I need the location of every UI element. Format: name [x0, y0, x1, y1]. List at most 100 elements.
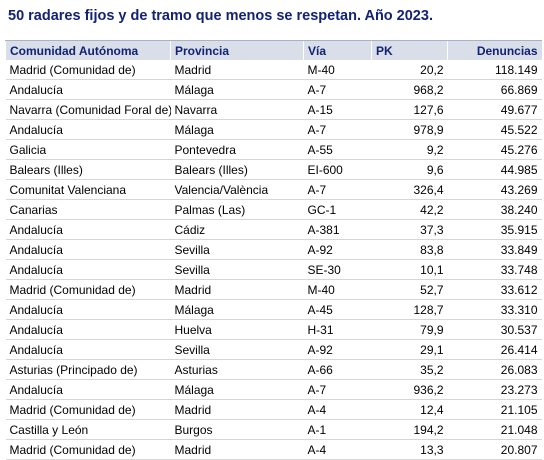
cell-pk: 12,4	[371, 399, 448, 420]
cell-provincia: Málaga	[170, 299, 304, 320]
cell-denuncias: 44.985	[447, 159, 542, 180]
cell-provincia: Asturias	[170, 359, 304, 380]
cell-via: M-40	[303, 60, 372, 80]
cell-pk: 9,2	[371, 139, 448, 160]
header-provincia[interactable]: Provincia	[170, 40, 304, 60]
header-comunidad[interactable]: Comunidad Autónoma	[5, 40, 171, 60]
cell-comunidad: Andalucía	[5, 79, 171, 100]
cell-via: A-92	[303, 239, 372, 260]
cell-pk: 10,1	[371, 259, 448, 280]
cell-comunidad: Balears (Illes)	[5, 159, 171, 180]
cell-comunidad: Andalucía	[5, 219, 171, 240]
cell-denuncias: 66.869	[447, 79, 542, 100]
cell-via: GC-1	[303, 199, 372, 220]
cell-pk: 128,7	[371, 299, 448, 320]
cell-denuncias: 49.677	[447, 99, 542, 120]
cell-denuncias: 45.276	[447, 139, 542, 160]
cell-denuncias: 21.048	[447, 419, 542, 440]
cell-denuncias: 38.240	[447, 199, 542, 220]
cell-comunidad: Canarias	[5, 199, 171, 220]
cell-via: A-66	[303, 359, 372, 380]
cell-provincia: Pontevedra	[170, 139, 304, 160]
cell-provincia: Málaga	[170, 379, 304, 400]
cell-pk: 13,3	[371, 439, 448, 460]
header-pk[interactable]: PK	[371, 40, 448, 60]
cell-pk: 79,9	[371, 319, 448, 340]
cell-provincia: Madrid	[170, 279, 304, 300]
cell-pk: 42,2	[371, 199, 448, 220]
table-row: Andalucía Huelva H-31 79,9 30.537	[5, 319, 542, 340]
cell-via: A-45	[303, 299, 372, 320]
cell-via: SE-30	[303, 259, 372, 280]
cell-via: A-15	[303, 99, 372, 120]
cell-comunidad: Andalucía	[5, 339, 171, 360]
cell-pk: 20,2	[371, 60, 448, 80]
table-row: Navarra (Comunidad Foral de) Navarra A-15 1…	[5, 99, 542, 120]
cell-provincia: Cádiz	[170, 219, 304, 240]
cell-via: A-7	[303, 119, 372, 140]
cell-denuncias: 26.414	[447, 339, 542, 360]
table-row: Balears (Illes) Balears (Illes) EI-600 9,6 4…	[5, 159, 542, 180]
cell-comunidad: Andalucía	[5, 119, 171, 140]
cell-via: A-1	[303, 419, 372, 440]
cell-provincia: Balears (Illes)	[170, 159, 304, 180]
cell-comunidad: Madrid (Comunidad de)	[5, 60, 171, 80]
cell-denuncias: 45.522	[447, 119, 542, 140]
table-row: Andalucía Sevilla SE-30 10,1 33.748	[5, 259, 542, 280]
table-row: Andalucía Málaga A-7 978,9 45.522	[5, 119, 542, 140]
cell-pk: 936,2	[371, 379, 448, 400]
cell-provincia: Burgos	[170, 419, 304, 440]
table-row: Galicia Pontevedra A-55 9,2 45.276	[5, 139, 542, 160]
cell-comunidad: Andalucía	[5, 259, 171, 280]
cell-denuncias: 30.537	[447, 319, 542, 340]
cell-pk: 37,3	[371, 219, 448, 240]
cell-denuncias: 33.748	[447, 259, 542, 280]
cell-comunidad: Madrid (Comunidad de)	[5, 279, 171, 300]
cell-denuncias: 23.273	[447, 379, 542, 400]
cell-via: A-7	[303, 179, 372, 200]
cell-via: A-92	[303, 339, 372, 360]
cell-denuncias: 21.105	[447, 399, 542, 420]
cell-provincia: Málaga	[170, 79, 304, 100]
cell-provincia: Palmas (Las)	[170, 199, 304, 220]
cell-via: M-40	[303, 279, 372, 300]
cell-denuncias: 20.807	[447, 439, 542, 460]
cell-pk: 35,2	[371, 359, 448, 380]
cell-comunidad: Castilla y León	[5, 419, 171, 440]
cell-comunidad: Comunitat Valenciana	[5, 179, 171, 200]
cell-comunidad: Andalucía	[5, 379, 171, 400]
table-row: Madrid (Comunidad de) Madrid M-40 20,2 118.1…	[5, 60, 542, 80]
cell-provincia: Sevilla	[170, 339, 304, 360]
cell-pk: 326,4	[371, 179, 448, 200]
cell-via: A-4	[303, 399, 372, 420]
cell-via: EI-600	[303, 159, 372, 180]
header-denuncias[interactable]: Denuncias	[447, 40, 542, 60]
cell-comunidad: Andalucía	[5, 319, 171, 340]
cell-pk: 52,7	[371, 279, 448, 300]
table-row: Andalucía Cádiz A-381 37,3 35.915	[5, 219, 542, 240]
cell-denuncias: 118.149	[447, 60, 542, 80]
cell-via: A-7	[303, 379, 372, 400]
page-title: 50 radares fijos y de tramo que menos se…	[8, 8, 433, 24]
cell-provincia: Valencia/València	[170, 179, 304, 200]
table-row: Andalucía Málaga A-45 128,7 33.310	[5, 299, 542, 320]
cell-provincia: Sevilla	[170, 239, 304, 260]
cell-pk: 127,6	[371, 99, 448, 120]
cell-via: A-381	[303, 219, 372, 240]
cell-provincia: Sevilla	[170, 259, 304, 280]
cell-comunidad: Navarra (Comunidad Foral de)	[5, 99, 171, 120]
table-row: Madrid (Comunidad de) Madrid M-40 52,7 33.61…	[5, 279, 542, 300]
table-row: Andalucía Sevilla A-92 83,8 33.849	[5, 239, 542, 260]
cell-provincia: Navarra	[170, 99, 304, 120]
cell-denuncias: 26.083	[447, 359, 542, 380]
cell-comunidad: Galicia	[5, 139, 171, 160]
cell-denuncias: 33.310	[447, 299, 542, 320]
header-via[interactable]: Vía	[303, 40, 372, 60]
cell-denuncias: 35.915	[447, 219, 542, 240]
cell-pk: 9,6	[371, 159, 448, 180]
cell-comunidad: Asturias (Principado de)	[5, 359, 171, 380]
table-row: Andalucía Málaga A-7 968,2 66.869	[5, 79, 542, 100]
table-body: Madrid (Comunidad de) Madrid M-40 20,2 118.1…	[5, 60, 542, 460]
table-row: Comunitat Valenciana Valencia/València A-7…	[5, 179, 542, 200]
cell-comunidad: Andalucía	[5, 299, 171, 320]
